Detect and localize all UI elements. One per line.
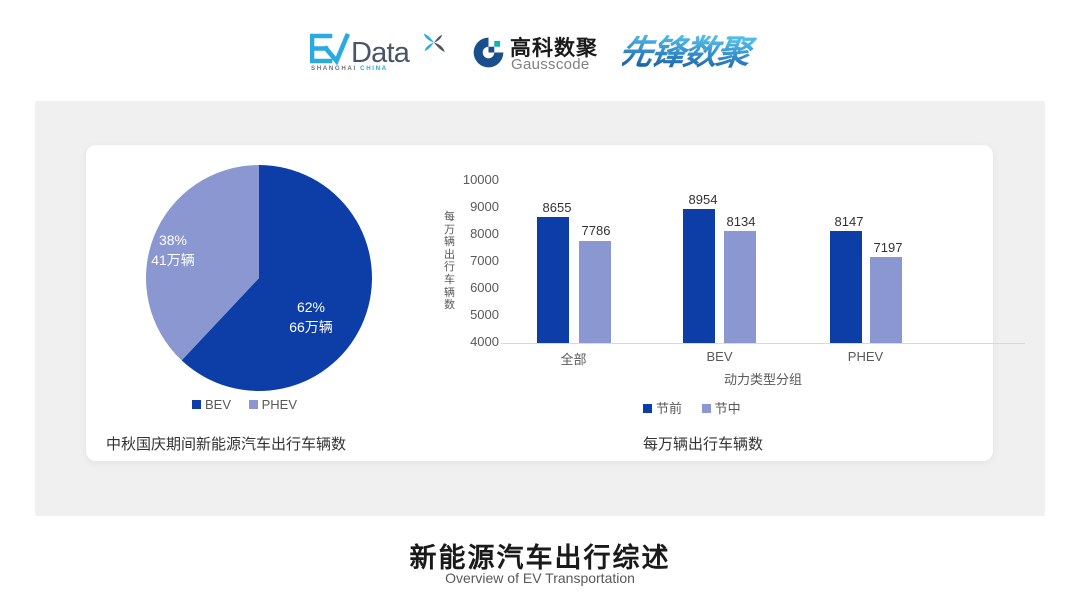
svg-text:先锋数聚: 先锋数聚 xyxy=(622,34,758,72)
